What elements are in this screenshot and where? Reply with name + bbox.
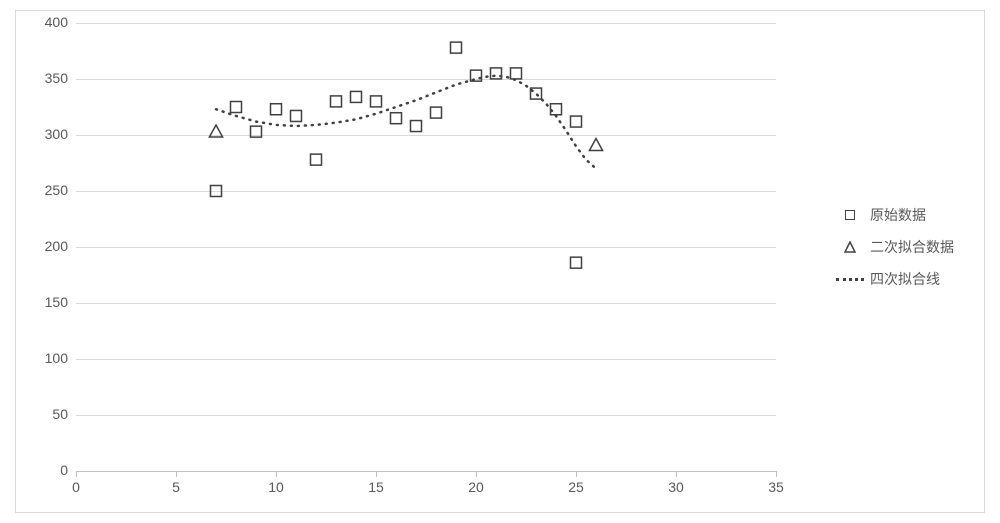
chart-container: 05010015020025030035040005101520253035 原… xyxy=(15,10,985,513)
x-tick xyxy=(576,471,577,477)
y-tick-label: 150 xyxy=(28,294,68,310)
x-tick-label: 20 xyxy=(461,479,491,495)
x-tick xyxy=(176,471,177,477)
raw-point xyxy=(571,116,582,127)
x-tick-label: 0 xyxy=(61,479,91,495)
legend-item-quartic: 四次拟合线 xyxy=(836,263,954,295)
x-tick-label: 10 xyxy=(261,479,291,495)
x-tick-label: 25 xyxy=(561,479,591,495)
y-tick-label: 400 xyxy=(28,14,68,30)
x-tick xyxy=(276,471,277,477)
raw-point xyxy=(451,42,462,53)
raw-point xyxy=(391,113,402,124)
x-tick-label: 5 xyxy=(161,479,191,495)
raw-point xyxy=(431,107,442,118)
raw-point xyxy=(211,186,222,197)
raw-point xyxy=(251,126,262,137)
dotted-line-icon xyxy=(836,278,864,281)
legend-item-quad: 二次拟合数据 xyxy=(836,231,954,263)
raw-point xyxy=(311,154,322,165)
legend-label: 二次拟合数据 xyxy=(870,237,954,257)
square-icon xyxy=(836,210,864,220)
x-tick-label: 35 xyxy=(761,479,791,495)
raw-point xyxy=(231,102,242,113)
legend: 原始数据 二次拟合数据 四次拟合线 xyxy=(836,199,954,295)
raw-point xyxy=(411,121,422,132)
raw-point xyxy=(291,110,302,121)
x-tick xyxy=(76,471,77,477)
y-tick-label: 200 xyxy=(28,238,68,254)
legend-label: 原始数据 xyxy=(870,205,926,225)
x-axis xyxy=(76,471,776,472)
quad-point xyxy=(589,138,602,150)
y-tick-label: 50 xyxy=(28,406,68,422)
x-tick-label: 30 xyxy=(661,479,691,495)
raw-point xyxy=(351,91,362,102)
legend-item-raw: 原始数据 xyxy=(836,199,954,231)
y-tick-label: 100 xyxy=(28,350,68,366)
plot-svg xyxy=(76,23,776,471)
x-tick xyxy=(376,471,377,477)
x-tick xyxy=(676,471,677,477)
legend-label: 四次拟合线 xyxy=(870,269,940,289)
raw-point xyxy=(331,96,342,107)
quartic-fit-line xyxy=(216,76,596,169)
raw-point xyxy=(271,104,282,115)
plot-area: 05010015020025030035040005101520253035 xyxy=(76,23,776,471)
x-tick-label: 15 xyxy=(361,479,391,495)
x-tick xyxy=(776,471,777,477)
y-tick-label: 250 xyxy=(28,182,68,198)
y-tick-label: 300 xyxy=(28,126,68,142)
x-tick xyxy=(476,471,477,477)
raw-point xyxy=(571,257,582,268)
triangle-icon xyxy=(836,241,864,253)
y-tick-label: 0 xyxy=(28,462,68,478)
raw-point xyxy=(551,104,562,115)
y-tick-label: 350 xyxy=(28,70,68,86)
raw-point xyxy=(511,68,522,79)
quad-point xyxy=(209,125,222,137)
raw-point xyxy=(371,96,382,107)
